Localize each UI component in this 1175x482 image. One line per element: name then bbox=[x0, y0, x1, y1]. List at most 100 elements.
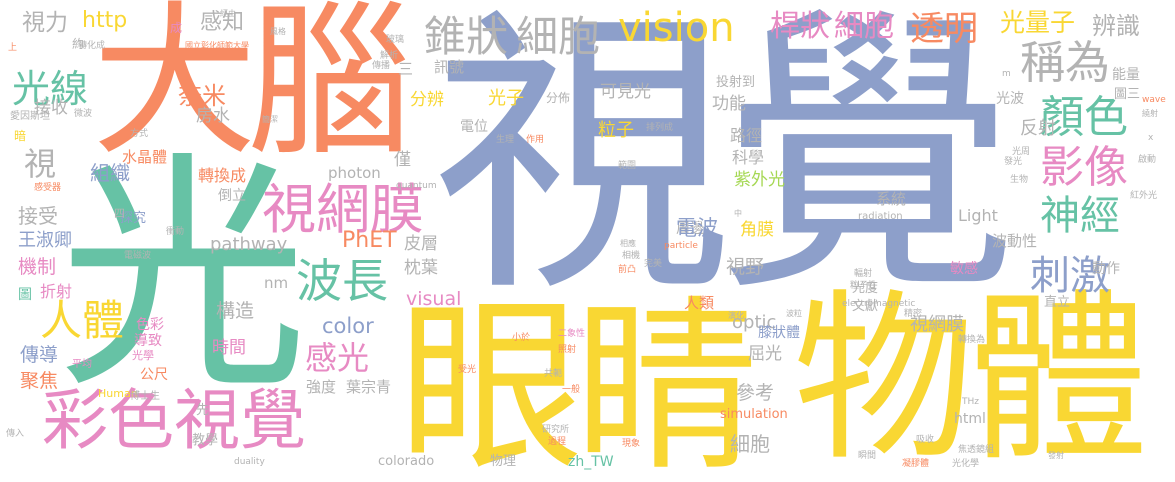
word-toushedao: 投射到 bbox=[716, 75, 756, 90]
word-zheshe: 折射 bbox=[40, 282, 73, 301]
word-tanjiu: 探究 bbox=[120, 211, 147, 226]
word-daozhi: 導致 bbox=[134, 333, 162, 349]
word-Human: Human bbox=[98, 387, 138, 400]
word-tu: 圖 bbox=[18, 287, 32, 303]
word-shijue-mid: 視覺 bbox=[174, 382, 306, 459]
word-juji: 聚焦 bbox=[20, 370, 59, 392]
word-jianjue: 簡潔 bbox=[262, 115, 278, 124]
word-daoli: 倒立 bbox=[218, 188, 246, 204]
word-pathway: pathway bbox=[210, 234, 288, 255]
word-fashe: 發射 bbox=[1048, 451, 1064, 460]
word-renti: 人體 bbox=[40, 296, 125, 345]
word-shunjian: 瞬間 bbox=[858, 451, 877, 461]
word-jingyou: 經由 bbox=[220, 9, 236, 18]
word-guangbo: 光波 bbox=[996, 91, 1024, 107]
word-yanjiusuo: 研究所 bbox=[542, 425, 570, 435]
word-photon: photon bbox=[328, 164, 381, 182]
word-jiaomo: 角膜 bbox=[740, 220, 774, 240]
word-pingjun: 平均 bbox=[72, 359, 92, 370]
word-jin: 僅 bbox=[394, 150, 411, 170]
word-zhuizhuang: 錐狀 bbox=[424, 12, 509, 61]
word-cheng: 成 bbox=[170, 21, 183, 35]
word-paiji: 排列成 bbox=[646, 123, 674, 133]
word-wave: wave bbox=[1142, 95, 1166, 105]
word-boli: 玻璃 bbox=[386, 35, 405, 45]
word-yue: 約 bbox=[72, 37, 85, 51]
word-fangshui: 房水 bbox=[196, 106, 230, 126]
word-aiyinsitan: 愛因斯坦 bbox=[10, 111, 50, 122]
word-goucao: 構造 bbox=[216, 300, 255, 322]
word-shijue-large: 視覺 bbox=[432, 0, 1018, 332]
word-jieshou2: 接受 bbox=[18, 204, 58, 228]
word-yingxiang: 影像 bbox=[1040, 142, 1128, 193]
word-shengwu: 生物 bbox=[1010, 175, 1029, 185]
word-shiye: 視野 bbox=[726, 256, 765, 278]
word-guangzhou: 光周 bbox=[1012, 147, 1031, 157]
word-Light: Light bbox=[958, 206, 998, 225]
word-ganguang: 感光 bbox=[305, 339, 370, 377]
word-shijian: 時間 bbox=[212, 338, 246, 358]
word-bianshi: 辨識 bbox=[1092, 12, 1140, 40]
word-gongchi: 公尺 bbox=[140, 367, 168, 383]
word-nengliang: 能量 bbox=[1112, 67, 1140, 83]
word-lizixing: 粒子性 bbox=[850, 281, 878, 291]
word-zhoubian: 周邊 bbox=[676, 221, 704, 237]
word-yanse: 顏色 bbox=[1040, 92, 1128, 143]
word-an: 暗 bbox=[14, 129, 27, 143]
word-fanwei: 範圍 bbox=[618, 161, 637, 171]
word-shi: 視 bbox=[24, 145, 57, 183]
word-quantum: quantum bbox=[396, 181, 437, 191]
word-chongdong: 衝動 bbox=[166, 227, 185, 237]
word-radiation: radiation bbox=[858, 211, 903, 222]
word-lizi: 粒子 bbox=[598, 120, 634, 141]
word-qianzhan: 前凸 bbox=[618, 265, 637, 275]
word-xiangji: 相機 bbox=[622, 251, 641, 261]
word-qugangguang: 屈光 bbox=[748, 344, 782, 364]
word-qidong: 啟動 bbox=[1138, 155, 1157, 165]
word-guanghuaxue: 光化學 bbox=[952, 459, 980, 469]
word-gongneng: 功能 bbox=[712, 94, 746, 114]
word-kexue: 科學 bbox=[732, 148, 765, 167]
word-jizhi: 機制 bbox=[18, 256, 57, 278]
word-san: 三 bbox=[398, 60, 414, 78]
word-yiban: 一般 bbox=[562, 385, 581, 395]
word-guang: 光 bbox=[58, 131, 308, 422]
word-shang: 上 bbox=[8, 43, 18, 53]
word-zhaoshe: 照射 bbox=[558, 345, 577, 355]
word-weibo: 微波 bbox=[74, 109, 93, 119]
word-fazhan: 發光 bbox=[1004, 157, 1023, 167]
word-sebian: 色彩 bbox=[136, 317, 164, 333]
word-dianwei: 電位 bbox=[460, 119, 488, 135]
word-zhong: 中 bbox=[734, 209, 742, 218]
word-dianbo: 電波 bbox=[676, 216, 718, 240]
word-jiaoxue: 教學 bbox=[192, 433, 219, 448]
word-color: color bbox=[322, 314, 374, 338]
word-guangliangzi: 光量子 bbox=[1000, 8, 1076, 37]
word-optic: optic bbox=[732, 312, 777, 333]
word-chuandao: 傳導 bbox=[20, 344, 59, 366]
word-boli2: 波粒 bbox=[786, 309, 802, 318]
word-wanmei: 完美 bbox=[644, 259, 663, 269]
word-fengliang: 風格 bbox=[270, 27, 286, 36]
word-simulation: simulation bbox=[720, 407, 788, 422]
word-shili: 視力 bbox=[22, 10, 68, 36]
word-nami: 奈米 bbox=[178, 82, 226, 110]
word-guangzi: 光子 bbox=[488, 88, 524, 109]
word-nm: nm bbox=[264, 274, 289, 292]
word-fangshi: 方式 bbox=[130, 129, 149, 139]
word-jiexi: 解析 bbox=[380, 51, 399, 61]
word-dongzuo: 動作 bbox=[1092, 261, 1120, 277]
word-jiaojuji: 焦透鏡組 bbox=[958, 445, 995, 455]
word-http: http bbox=[82, 8, 128, 33]
word-raoshe: 繞射 bbox=[1142, 109, 1158, 118]
word-THz: THz bbox=[962, 397, 979, 407]
word-zhuanhuanwei: 轉換為 bbox=[958, 335, 986, 345]
word-fenbu: 分佈 bbox=[546, 91, 571, 105]
word-pici: 皮層 bbox=[404, 234, 438, 254]
word-wangshuqing: 王淑卿 bbox=[18, 230, 72, 251]
word-kejianguang: 可見光 bbox=[600, 82, 651, 102]
word-hongwai: 紅外光 bbox=[1130, 191, 1158, 201]
word-particle: particle bbox=[664, 241, 698, 251]
word-tusan: 圖三 bbox=[1114, 87, 1141, 102]
word-xunhao: 訊號 bbox=[434, 58, 465, 76]
